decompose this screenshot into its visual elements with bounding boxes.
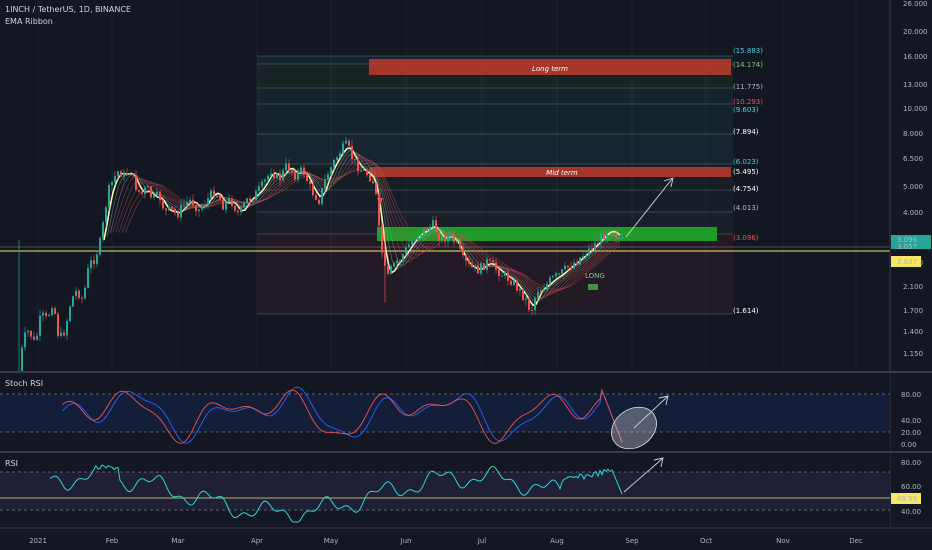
stoch-rsi-band [0, 394, 890, 432]
long-entry-zone[interactable] [377, 227, 717, 241]
time-axis-label: 2021 [29, 537, 47, 545]
stoch-axis-label: 40.00 [901, 417, 921, 425]
price-axis-label: 8.000 [903, 130, 923, 138]
stoch-axis-label: 20.00 [901, 429, 921, 437]
time-axis-label: Feb [106, 537, 119, 545]
price-axis-label: 2.100 [903, 283, 923, 291]
current-price-sub: 3.057 [897, 243, 917, 251]
fib-level-label: (9.603) [733, 106, 759, 114]
price-axis-label: 13.000 [903, 81, 928, 89]
symbol-title[interactable]: 1INCH / TetherUS, 1D, BINANCE [5, 5, 131, 14]
line-price: 2.837 [897, 258, 917, 266]
mid-term-label: Mid term [546, 169, 578, 177]
time-axis-label: Nov [776, 537, 790, 545]
fib-labels: (15.883) (14.174) (11.775) (10.293)(9.603) (… [733, 47, 763, 315]
indicator-title[interactable]: EMA Ribbon [5, 17, 53, 26]
fib-level-label: (5.495) [733, 168, 759, 176]
rsi-band [0, 472, 890, 510]
price-axis-label: 1.400 [903, 328, 923, 336]
fib-level-label: (1.614) [733, 307, 759, 315]
stoch-arrow[interactable] [633, 395, 669, 429]
line-price-badge [891, 256, 921, 267]
fib-level-label: (6.023) [733, 158, 759, 166]
time-axis-label: Apr [251, 537, 263, 545]
rsi-current-badge [891, 493, 921, 504]
fib-level-label: (7.894) [733, 128, 759, 136]
time-axis-labels: 2021 Feb Mar Apr May Jun Jul Aug Sep Oct Nov Dec [29, 537, 863, 545]
fib-level-label: (3.096) [733, 234, 759, 242]
long-label: LONG [585, 272, 605, 280]
rsi-current: 49.59 [897, 495, 917, 503]
time-axis-label: Jun [400, 537, 412, 545]
rsi-axis: 80.00 60.00 40.00 [901, 459, 921, 516]
current-price: 3.096 [897, 236, 918, 244]
stoch-axis: 80.00 40.00 20.00 0.00 [901, 391, 921, 449]
price-axis-label: 10.000 [903, 105, 928, 113]
long-term-label: Long term [532, 65, 568, 73]
time-axis-label: Aug [550, 537, 564, 545]
rsi-axis-label: 60.00 [901, 483, 921, 491]
stoch-rsi-title[interactable]: Stoch RSI [5, 379, 43, 388]
fib-level-label: (10.293) [733, 98, 763, 106]
price-axis-label: 6.500 [903, 155, 923, 163]
time-axis-label: Sep [625, 537, 639, 545]
rsi-pane[interactable] [0, 453, 890, 528]
rsi-arrow[interactable] [623, 457, 664, 493]
time-axis-label: May [324, 537, 338, 545]
rsi-title[interactable]: RSI [5, 459, 18, 468]
candlesticks [18, 137, 623, 383]
fib-level-label: (4.754) [733, 185, 759, 193]
stoch-axis-label: 0.00 [901, 441, 917, 449]
rsi-axis-label: 80.00 [901, 459, 921, 467]
stoch-axis-label: 80.00 [901, 391, 921, 399]
price-axis-label: 1.150 [903, 350, 923, 358]
sell-marker-icon [377, 198, 383, 205]
price-axis[interactable]: 26.000 20.000 16.000 13.000 10.000 8.000 6.500… [903, 0, 928, 358]
price-axis-label: 4.000 [903, 209, 923, 217]
fib-level-label: (14.174) [733, 61, 763, 69]
time-axis-label: Dec [849, 537, 863, 545]
fib-level-label: (15.883) [733, 47, 763, 55]
time-axis-label: Jul [477, 537, 487, 545]
rsi-line [49, 464, 623, 523]
current-price-badge [891, 235, 931, 249]
price-axis-label: 26.000 [903, 0, 928, 8]
fib-level-label: (11.775) [733, 83, 763, 91]
stoch-rsi-pane[interactable] [0, 373, 890, 451]
mid-term-zone[interactable] [369, 167, 731, 177]
time-axis-label: Mar [171, 537, 184, 545]
price-axis-label: 20.000 [903, 28, 928, 36]
price-axis-label: 5.000 [903, 183, 923, 191]
price-axis-label: 1.700 [903, 307, 923, 315]
long-term-zone[interactable] [369, 59, 731, 75]
rsi-axis-label: 40.00 [901, 508, 921, 516]
time-axis-label: Oct [700, 537, 712, 545]
stoch-rsi-lines [61, 386, 623, 444]
price-axis-label: 16.000 [903, 53, 928, 61]
projection-arrow[interactable] [625, 177, 674, 238]
fib-level-label: (4.013) [733, 204, 759, 212]
long-marker [588, 284, 598, 290]
time-axis[interactable] [0, 528, 932, 550]
